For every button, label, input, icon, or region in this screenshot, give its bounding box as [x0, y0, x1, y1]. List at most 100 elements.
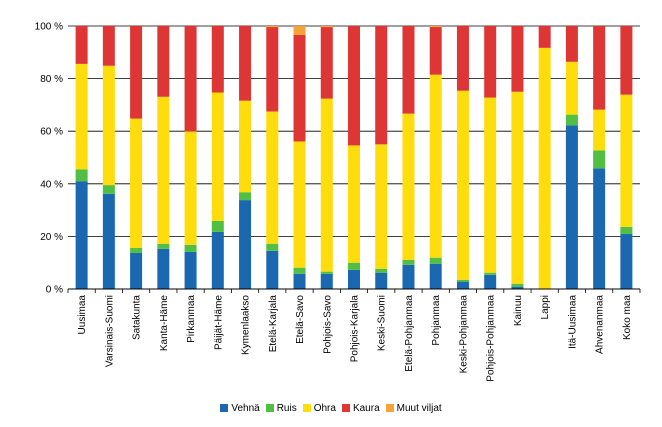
bar-segment-kaura — [402, 26, 415, 114]
bar-segment-ruis — [266, 243, 279, 251]
y-tick-label: 0 % — [46, 285, 63, 296]
legend-item: Ruis — [265, 403, 297, 414]
y-tick-label: 100 % — [35, 22, 63, 33]
bar-segment-kaura — [456, 26, 469, 91]
bar-segment-ruis — [565, 114, 578, 126]
bar-segment-ohra — [266, 111, 279, 244]
x-tick-label: Koko maa — [622, 295, 633, 340]
bar-segment-ohra — [402, 113, 415, 260]
bar-segment-ruis — [511, 283, 524, 287]
bar-segment-muut-viljat — [320, 26, 333, 28]
bar-segment-kaura — [511, 26, 524, 92]
bar-segment-vehnä — [320, 273, 333, 289]
bar-segment-vehnä — [348, 269, 360, 289]
bar-segment-ohra — [348, 145, 360, 263]
legend-label: Ohra — [313, 403, 336, 414]
bar-segment-ruis — [402, 259, 415, 265]
bar-segment-vehnä — [75, 181, 88, 289]
x-tick-label: Etelä-Karjala — [268, 295, 279, 353]
bar-segment-kaura — [620, 26, 633, 95]
bar-segment-ohra — [102, 65, 115, 186]
bar-segment-ohra — [511, 91, 524, 284]
legend-swatch — [302, 404, 311, 412]
y-tick-label: 20 % — [40, 232, 63, 243]
bar-segment-kaura — [102, 26, 115, 66]
x-tick-label: Kymenlaakso — [241, 295, 252, 355]
x-tick-label: Uusimaa — [77, 295, 88, 335]
x-tick-label: Päijät-Häme — [213, 295, 224, 350]
bar-segment-ruis — [211, 220, 224, 232]
legend-swatch — [385, 404, 394, 412]
bar-segment-ohra — [211, 92, 224, 221]
bar-segment-kaura — [320, 27, 333, 99]
bar-segment-kaura — [239, 26, 252, 101]
bar-segment-vehnä — [102, 193, 115, 289]
bar-segment-ruis — [239, 192, 252, 201]
bar-segment-ohra — [538, 47, 551, 290]
x-tick-label: Pohjois-Karjala — [350, 295, 361, 363]
bar-segment-vehnä — [593, 168, 606, 289]
bar-segment-ohra — [456, 90, 469, 280]
bar-segment-ruis — [184, 244, 197, 252]
legend: Vehnä Ruis Ohra Kaura Muut viljat — [0, 403, 662, 414]
x-tick-label: Kainuu — [513, 295, 524, 326]
bar-segment-ruis — [130, 247, 143, 253]
bar-segment-kaura — [429, 27, 442, 75]
bar-segment-ruis — [456, 279, 469, 282]
x-tick-label: Itä-Uusimaa — [567, 295, 578, 349]
bar-segment-kaura — [211, 26, 224, 93]
bar-segment-kaura — [484, 26, 497, 98]
bar-segment-kaura — [375, 26, 388, 145]
bar-segment-vehnä — [375, 272, 388, 289]
bar-segment-ohra — [293, 141, 306, 268]
y-tick-label: 80 % — [40, 74, 63, 85]
bar-segment-vehnä — [239, 200, 252, 289]
bar-segment-kaura — [130, 26, 143, 119]
bar-segment-kaura — [157, 26, 170, 97]
bar-segment-ohra — [75, 63, 88, 170]
bar-segment-vehnä — [456, 281, 469, 289]
bar-segment-ruis — [320, 271, 333, 274]
x-tick-label: Etelä-Pohjanmaa — [404, 295, 415, 372]
stacked-bar-chart: 0 % 20 % 40 % 60 % 80 % 100 % Uusimaa Varsinais… — [35, 22, 641, 382]
bar-segment-muut-viljat — [266, 26, 279, 28]
bar-segment-kaura — [266, 27, 279, 112]
x-tick-label: Keski-Suomi — [377, 295, 388, 351]
bar-segment-ohra — [484, 97, 497, 273]
bar-segment-kaura — [593, 26, 606, 110]
bar-segment-ruis — [484, 272, 497, 275]
x-tick-label: Varsinais-Suomi — [104, 295, 115, 367]
bar-segment-vehnä — [511, 286, 524, 289]
bar-segment-ohra — [239, 100, 252, 193]
legend-item: Kaura — [341, 403, 380, 414]
bar-segment-kaura — [293, 34, 306, 142]
legend-item: Ohra — [302, 403, 336, 414]
bar-segment-ohra — [620, 94, 633, 227]
bar-segment-vehnä — [429, 263, 442, 289]
bar-segment-ohra — [593, 109, 606, 151]
legend-label: Vehnä — [231, 403, 260, 414]
bar-segment-vehnä — [565, 125, 578, 289]
x-tick-label: Lappi — [540, 295, 551, 319]
bar-segment-ohra — [130, 118, 143, 248]
bar-segment-vehnä — [211, 231, 224, 289]
bar-segment-ruis — [75, 169, 88, 182]
bar-segment-vehnä — [184, 251, 197, 289]
x-tick-label: Keski-Pohjanmaa — [458, 295, 469, 374]
bar-segment-ruis — [593, 150, 606, 169]
x-tick-label: Satakunta — [132, 295, 143, 340]
legend-swatch — [341, 404, 350, 412]
x-tick-label: Pohjois-Pohjanmaa — [486, 295, 497, 382]
bar-segment-vehnä — [484, 274, 497, 289]
bar-segment-kaura — [538, 26, 551, 48]
x-tick-label: Kanta-Häme — [159, 295, 170, 352]
legend-swatch — [220, 404, 229, 412]
x-tick-label: Ahvenanmaa — [595, 295, 606, 354]
x-tick-label: Pohjois-Savo — [322, 295, 333, 354]
bar-segment-vehnä — [157, 248, 170, 289]
bar-segment-ohra — [184, 131, 197, 245]
bar-segment-kaura — [75, 26, 88, 64]
bar-segment-ruis — [157, 243, 170, 249]
bar-segment-ruis — [293, 267, 306, 274]
